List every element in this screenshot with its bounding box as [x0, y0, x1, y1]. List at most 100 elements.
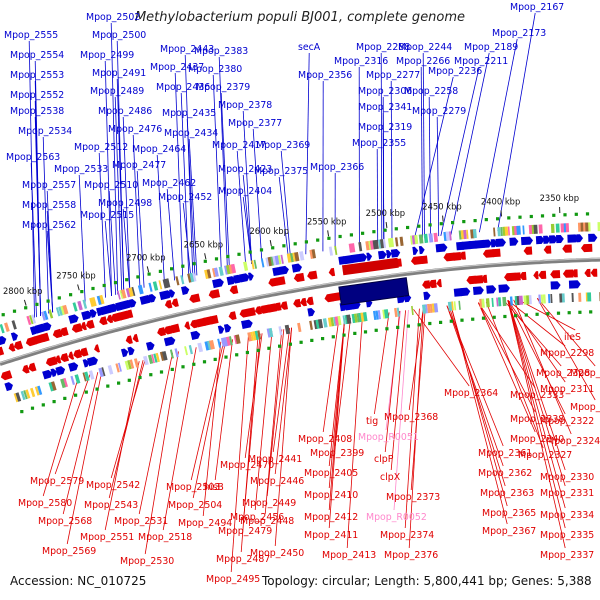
gene-label-forward: Mpop_2417	[212, 140, 266, 151]
cog-band	[342, 315, 346, 325]
tick-mark	[585, 212, 590, 216]
tick-mark	[102, 283, 106, 288]
cog-band	[463, 229, 467, 240]
gene-arrow	[119, 299, 133, 310]
gene-label-reverse: Mpop_2413	[322, 550, 376, 561]
tick-mark	[149, 373, 153, 377]
cog-band	[538, 294, 542, 304]
tick-mark	[361, 231, 365, 235]
label-leader-line	[507, 300, 566, 529]
gene-label-forward: Mpop_2436	[156, 82, 210, 93]
label-leader-line	[98, 152, 106, 298]
cog-band	[533, 224, 538, 234]
gene-arrow	[254, 306, 262, 315]
tick-mark	[342, 333, 346, 337]
kbp-axis: 2350 kbp 2400 kbp 2450 kbp 2500 kbp 2550 kbp…	[3, 193, 579, 306]
label-leader-line	[42, 136, 50, 314]
gene-arrow	[495, 238, 506, 247]
kbp-tick	[23, 299, 27, 306]
kbp-tick	[146, 266, 150, 273]
cog-band	[409, 235, 413, 245]
label-leader-line	[252, 128, 263, 263]
gene-arrow	[169, 289, 176, 298]
tick-mark	[256, 348, 260, 352]
cog-band	[289, 252, 294, 263]
cog-band	[522, 225, 525, 235]
gene-label-reverse: Mpop_2446	[250, 476, 304, 487]
gene-label-reverse: Mpop_2298	[540, 348, 594, 359]
cog-band	[213, 267, 219, 277]
tick-mark	[460, 318, 464, 322]
cog-band	[356, 313, 360, 323]
gene-label-reverse: Mpop_2368	[384, 412, 438, 423]
tick-mark	[462, 220, 466, 224]
tick-mark	[267, 346, 271, 350]
gene-label-forward: Mpop_2236	[428, 66, 482, 77]
tick-mark	[271, 246, 275, 250]
tick-mark	[556, 311, 561, 315]
gene-label-forward: Mpop_2555	[4, 30, 58, 41]
cog-band	[37, 385, 43, 395]
gene-arrow	[472, 275, 484, 284]
gene-label-forward: Mpop_2266	[396, 56, 450, 67]
label-leader-line	[46, 230, 54, 313]
cog-band	[500, 226, 503, 237]
label-leader-line	[104, 60, 112, 297]
gene-arrow	[520, 236, 534, 246]
label-leader-line	[507, 300, 566, 509]
gene-arrow	[548, 235, 558, 244]
gene-arrow	[71, 323, 83, 333]
label-leader-line	[450, 52, 490, 235]
cog-band	[48, 381, 55, 392]
label-leader-line	[450, 305, 508, 525]
kbp-label: 2800 kbp	[3, 286, 42, 296]
tick-mark	[383, 228, 387, 232]
gene-label-forward: Mpop_2369	[256, 140, 310, 151]
gene-label-reverse: Mpop_2542	[86, 480, 140, 491]
kbp-tick	[327, 230, 330, 237]
label-leader-line	[242, 174, 253, 265]
cog-band	[155, 352, 160, 363]
tick-mark	[321, 337, 325, 341]
tick-mark	[213, 357, 217, 361]
label-leader-line	[346, 316, 363, 549]
gene-arrow	[163, 336, 176, 347]
gene-arrow	[94, 344, 100, 353]
label-leader-line	[182, 202, 192, 277]
label-leader-line	[477, 302, 536, 433]
kbp-tick	[442, 215, 444, 222]
tick-mark	[331, 335, 335, 339]
gene-label-forward: Mpop_2288	[356, 42, 410, 53]
label-leader-line	[266, 329, 285, 497]
gene-arrow	[184, 321, 191, 330]
gene-label-reverse: Mpop_2551	[80, 532, 134, 543]
tick-mark	[299, 340, 303, 344]
tick-mark	[540, 214, 545, 218]
cog-band	[309, 320, 313, 330]
gene-label-reverse: Mpop_2311	[540, 384, 594, 395]
cog-band	[233, 335, 238, 345]
cog-band	[169, 349, 174, 359]
gene-label-reverse: Mpop_2373	[386, 492, 440, 503]
cog-band	[358, 242, 363, 252]
gene-label-forward: Mpop_2538	[10, 106, 64, 117]
gene-arrow	[535, 235, 545, 245]
cog-band	[485, 298, 490, 308]
gene-label-reverse: Mpop_2330	[540, 472, 594, 483]
gene-label-reverse: Mpop_2487	[216, 554, 270, 565]
gene-arrow	[171, 298, 179, 307]
gene-label-forward: Mpop_2553	[10, 70, 64, 81]
cog-band	[235, 334, 241, 344]
gene-arrow	[280, 301, 289, 310]
gene-arrow	[418, 255, 428, 265]
gene-arrow	[81, 310, 92, 321]
cog-band	[327, 317, 332, 327]
cog-band	[180, 275, 185, 285]
gene-label-reverse: Mpop_2333	[510, 390, 564, 401]
tick-mark	[293, 242, 297, 246]
label-leader-line	[122, 116, 131, 292]
label-leader-line	[507, 300, 566, 487]
tick-mark	[248, 250, 252, 254]
gene-label-reverse: Mpop_2410	[304, 490, 358, 501]
label-leader-line	[242, 110, 253, 265]
